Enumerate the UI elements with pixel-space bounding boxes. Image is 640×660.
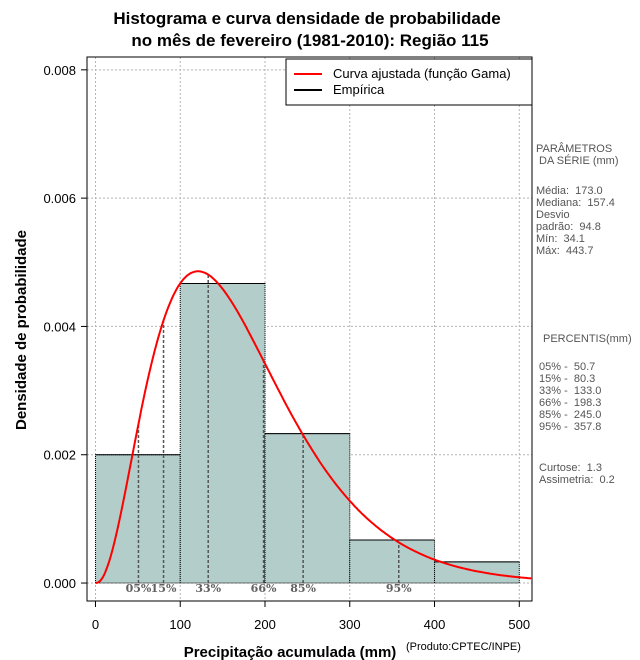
product-credit: (Produto:CPTEC/INPE) xyxy=(406,641,521,653)
histogram-bars xyxy=(94,282,520,584)
x-tick-label-5: 500 xyxy=(508,617,530,632)
percentile-label-85%: 85% xyxy=(290,582,316,595)
params-title: PARÂMETROS DA SÉRIE (mm) xyxy=(536,143,619,167)
percentis-title: PERCENTIS(mm) xyxy=(543,333,632,345)
x-axis-label: Precipitação acumulada (mm) xyxy=(184,644,397,660)
percentile-label-66%: 66% xyxy=(251,582,277,595)
percentile-label-05%: 05% xyxy=(126,582,152,595)
percentis-body: 05% - 50.7 15% - 80.3 33% - 133.0 66% - … xyxy=(539,361,602,433)
gamma-curve xyxy=(95,270,532,584)
x-tick-label-4: 400 xyxy=(424,617,446,632)
chart-title-line-1: Histograma e curva densidade de probabil… xyxy=(113,9,500,28)
percentile-label-33%: 33% xyxy=(195,582,221,595)
histogram-bar-3 xyxy=(349,540,435,584)
y-tick-label-2: 0.004 xyxy=(43,319,76,334)
axes: 0 100 200 300 400 500 0.000 0.002 0.004 0.006 0.00… xyxy=(43,56,533,632)
histogram-bar-2 xyxy=(265,433,350,584)
x-tick-label-0: 0 xyxy=(92,617,99,632)
y-axis-label: Densidade de probabilidade xyxy=(13,230,30,430)
percentile-lines: 05% 15% 33% 66% 85% 95% xyxy=(126,274,412,595)
chart-title-line-2: no mês de fevereiro (1981-2010): Região … xyxy=(131,31,488,50)
legend-label-empirical: Empírica xyxy=(333,82,385,97)
percentile-label-15%: 15% xyxy=(151,582,177,595)
y-tick-label-0: 0.000 xyxy=(43,576,76,591)
histogram-bar-4 xyxy=(434,561,520,584)
legend-label-curve: Curva ajustada (função Gama) xyxy=(333,66,511,81)
gamma-curve-line xyxy=(95,270,532,584)
histogram-bar-outline-4 xyxy=(434,561,520,584)
params-body: Média: 173.0 Mediana: 157.4 Desvio padrã… xyxy=(536,185,615,257)
x-tick-label-3: 300 xyxy=(339,617,361,632)
y-tick-label-1: 0.002 xyxy=(43,448,76,463)
legend-box xyxy=(285,58,533,106)
percentile-label-95%: 95% xyxy=(386,582,412,595)
x-tick-label-2: 200 xyxy=(254,617,276,632)
histogram-bar-1 xyxy=(180,283,265,584)
stats-body: Curtose: 1.3 Assimetria: 0.2 xyxy=(539,462,615,486)
y-tick-label-3: 0.006 xyxy=(43,191,76,206)
x-tick-label-1: 100 xyxy=(169,617,191,632)
plot-frame xyxy=(86,56,533,602)
histogram-bar-outline-2 xyxy=(264,433,351,584)
legend: Curva ajustada (função Gama) Empírica xyxy=(285,58,533,106)
y-tick-label-4: 0.008 xyxy=(43,63,76,78)
